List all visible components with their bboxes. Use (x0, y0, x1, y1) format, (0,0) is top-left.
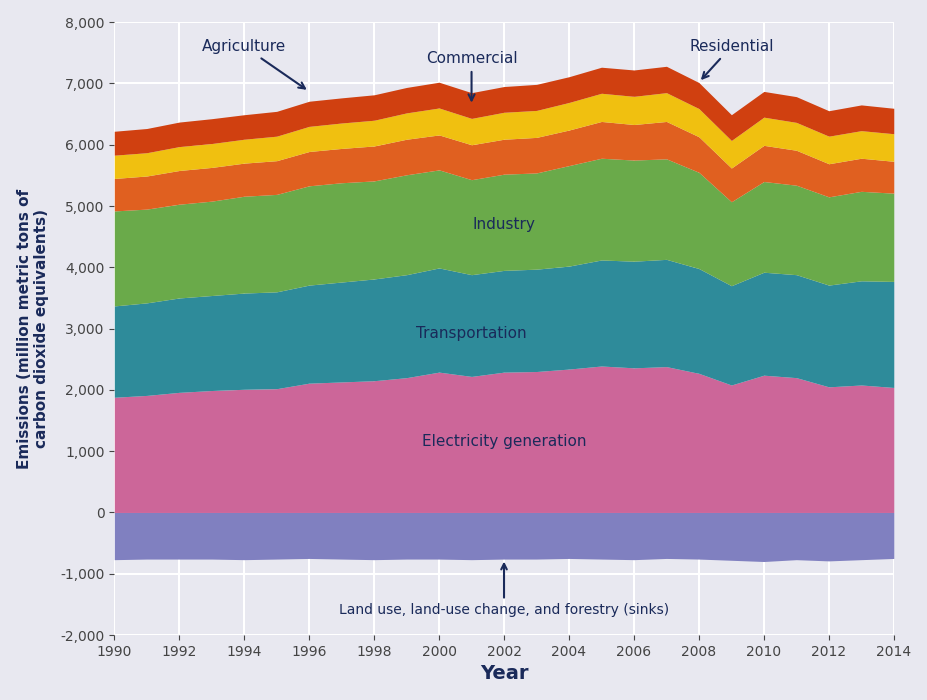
Text: Electricity generation: Electricity generation (421, 435, 586, 449)
Text: Commercial: Commercial (425, 51, 516, 100)
Text: Industry: Industry (472, 217, 535, 232)
X-axis label: Year: Year (479, 664, 527, 683)
Text: Land use, land-use change, and forestry (sinks): Land use, land-use change, and forestry … (338, 564, 668, 617)
Text: Residential: Residential (689, 39, 773, 78)
Y-axis label: Emissions (million metric tons of
carbon dioxide equivalents): Emissions (million metric tons of carbon… (17, 188, 49, 469)
Text: Transportation: Transportation (416, 326, 527, 341)
Text: Agriculture: Agriculture (202, 39, 305, 88)
